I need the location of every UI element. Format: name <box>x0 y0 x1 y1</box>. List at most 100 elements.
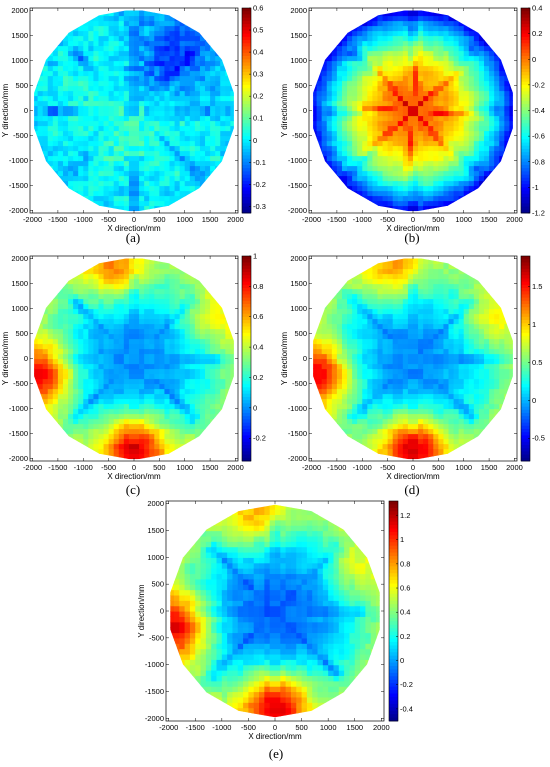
heatmap-cell <box>103 378 110 385</box>
heatmap-cell <box>199 150 206 157</box>
heatmap-cell <box>123 95 130 102</box>
y-tick-label: 1500 <box>290 31 307 40</box>
heatmap-cell <box>134 283 140 290</box>
heatmap-cell <box>494 120 500 127</box>
heatmap-cell <box>210 398 216 405</box>
heatmap-cell <box>154 120 160 127</box>
heatmap-cell <box>128 155 135 162</box>
heatmap-cell <box>169 283 176 290</box>
heatmap-cell <box>78 378 84 385</box>
heatmap-cell <box>134 155 140 162</box>
heatmap-cell <box>397 200 404 207</box>
heatmap-cell <box>78 358 84 365</box>
heatmap-cell <box>73 100 79 107</box>
heatmap-cell <box>98 323 105 330</box>
heatmap-cell <box>179 115 186 122</box>
heatmap-cell <box>42 70 49 77</box>
heatmap-cell <box>336 120 343 127</box>
heatmap-cell <box>418 175 424 182</box>
heatmap-cell <box>189 100 196 107</box>
heatmap-cell <box>103 130 110 137</box>
heatmap-cell <box>149 438 155 445</box>
heatmap-cell <box>352 110 358 117</box>
heatmap-cell <box>134 55 140 62</box>
heatmap-cell <box>83 408 89 415</box>
heatmap-cell <box>123 150 130 157</box>
heatmap-cell <box>413 155 419 162</box>
heatmap-cell <box>453 55 460 62</box>
heatmap-cell <box>443 70 450 77</box>
heatmap-cell <box>509 120 513 127</box>
heatmap-cell <box>321 100 328 107</box>
heatmap-cell <box>154 140 160 147</box>
heatmap-cell <box>164 35 171 42</box>
heatmap-cell <box>93 293 100 300</box>
heatmap-cell <box>382 155 389 162</box>
heatmap-cell <box>164 150 171 157</box>
heatmap-cell <box>118 35 125 42</box>
heatmap-cell <box>463 90 470 97</box>
y-tick-label: 1000 <box>11 56 28 65</box>
heatmap-cell <box>433 155 439 162</box>
heatmap-cell <box>73 110 79 117</box>
heatmap-cell <box>387 175 394 182</box>
heatmap-cell <box>489 165 495 172</box>
heatmap-cell <box>205 170 211 177</box>
heatmap-cell <box>144 438 150 445</box>
heatmap-cell <box>83 50 89 57</box>
heatmap-cell <box>372 150 379 157</box>
heatmap-cell <box>494 150 500 157</box>
heatmap-cell <box>225 125 231 132</box>
heatmap-cell <box>93 170 100 177</box>
heatmap-cell <box>118 368 125 375</box>
heatmap-cell <box>149 328 155 335</box>
heatmap-cell <box>418 125 424 132</box>
heatmap-cell <box>463 145 470 152</box>
heatmap-cell <box>37 358 44 365</box>
heatmap-cell <box>443 65 450 72</box>
heatmap-cell <box>169 438 176 445</box>
heatmap-cell <box>357 100 363 107</box>
heatmap-cell <box>174 115 181 122</box>
heatmap-cell <box>407 75 414 82</box>
heatmap-cell <box>113 95 120 102</box>
heatmap-cell <box>377 135 384 142</box>
heatmap-cell <box>118 413 125 420</box>
heatmap-cell <box>134 30 140 37</box>
heatmap-cell <box>433 15 439 22</box>
heatmap-cell <box>98 135 105 142</box>
heatmap-cell <box>169 160 176 167</box>
heatmap-cell <box>88 338 95 345</box>
heatmap-cell <box>88 35 95 42</box>
heatmap-cell <box>463 50 470 57</box>
heatmap-cell <box>98 408 105 415</box>
heatmap-cell <box>42 393 49 400</box>
heatmap-cell <box>128 45 135 52</box>
heatmap-cell <box>128 25 135 32</box>
heatmap-cell <box>382 150 389 157</box>
heatmap-cell <box>169 185 176 192</box>
heatmap-cell <box>174 433 181 440</box>
heatmap-cell <box>113 195 120 202</box>
heatmap-cell <box>123 10 130 17</box>
heatmap-cell <box>88 60 95 67</box>
heatmap-cell <box>103 358 110 365</box>
heatmap-cell <box>78 140 84 147</box>
heatmap-cell <box>139 205 145 212</box>
heatmap-cell <box>139 110 145 117</box>
heatmap-cell <box>210 368 216 375</box>
heatmap-cell <box>103 338 110 345</box>
heatmap-cell <box>199 338 206 345</box>
heatmap-cell <box>387 200 394 207</box>
heatmap-cell <box>179 293 186 300</box>
heatmap-cell <box>423 105 429 112</box>
heatmap-cell <box>128 180 135 187</box>
heatmap-cell <box>139 70 145 77</box>
heatmap-cell <box>179 135 186 142</box>
heatmap-cell <box>159 15 166 22</box>
heatmap-cell <box>123 75 130 82</box>
heatmap-cell <box>473 130 480 137</box>
heatmap-cell <box>118 105 125 112</box>
heatmap-cell <box>428 140 434 147</box>
